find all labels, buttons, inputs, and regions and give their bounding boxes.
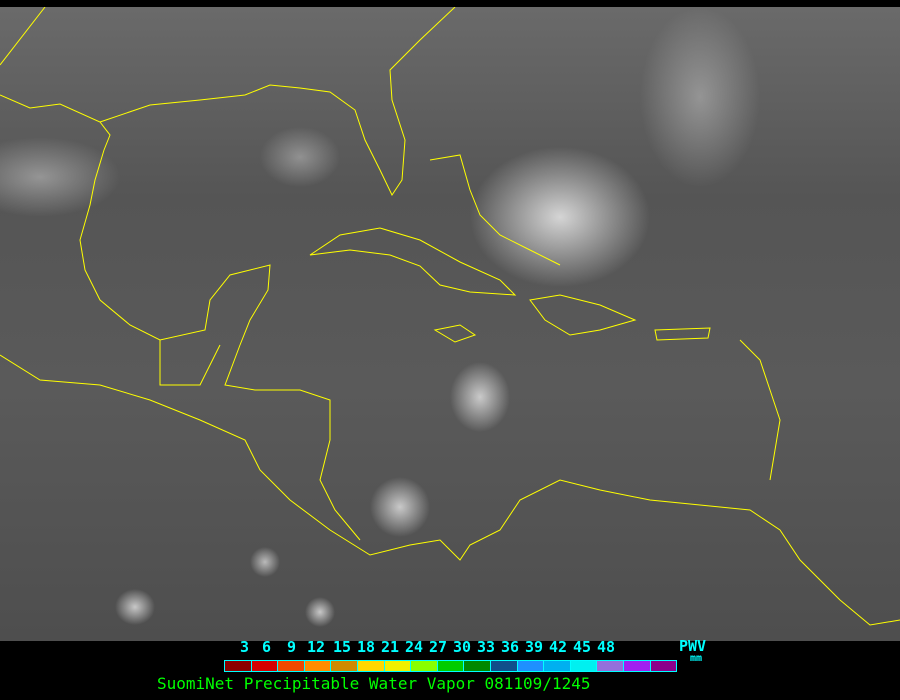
color-scale-swatch [331, 661, 358, 671]
legend-tick: 12 [307, 638, 326, 656]
legend-tick: 6 [262, 638, 272, 656]
legend-unit-label: PWV [679, 637, 707, 655]
cuba [309, 227, 517, 296]
color-scale-swatch [304, 661, 332, 671]
legend-tick: 24 [405, 638, 424, 656]
legend-tick: 30 [453, 638, 472, 656]
color-scale-swatch [517, 661, 545, 671]
us-gulf-coast [0, 94, 271, 346]
legend-tick: 9 [287, 638, 297, 656]
color-scale-swatch [251, 661, 279, 671]
color-scale-swatch [490, 661, 518, 671]
bahamas [429, 154, 561, 266]
central-america-caribbean-coast [224, 344, 361, 541]
legend-tick: 39 [525, 638, 544, 656]
north-gulf-coast [99, 7, 456, 197]
legend-unit: mm [690, 653, 703, 664]
legend-tick: 33 [477, 638, 496, 656]
color-scale-swatch [437, 661, 465, 671]
borders [159, 340, 221, 386]
color-scale-swatch [357, 661, 385, 671]
legend-tick: 18 [357, 638, 376, 656]
legend-tick: 45 [573, 638, 592, 656]
color-scale-swatch [544, 661, 571, 671]
figure-title: SuomiNet Precipitable Water Vapor 081109… [157, 674, 591, 693]
hispaniola [529, 294, 637, 336]
coastline-overlay [0, 7, 900, 626]
color-scale-swatch [597, 661, 624, 671]
color-scale-bar [224, 660, 677, 672]
color-scale-swatch [384, 661, 412, 671]
lesser-antilles [739, 339, 781, 481]
puerto-rico [654, 327, 711, 341]
legend-tick: 15 [333, 638, 352, 656]
legend-tick: 21 [381, 638, 400, 656]
legend-tick: 36 [501, 638, 520, 656]
legend-tick: 27 [429, 638, 448, 656]
legend-tick: 48 [597, 638, 616, 656]
color-scale-swatch [650, 661, 677, 671]
legend-tick: 42 [549, 638, 568, 656]
state-lines [0, 7, 46, 66]
color-scale-swatch [225, 661, 252, 671]
satellite-imagery [0, 7, 900, 641]
color-scale-swatch [570, 661, 598, 671]
color-scale-swatch [411, 661, 438, 671]
color-scale-swatch [623, 661, 651, 671]
central-america-pacific-coast [0, 354, 900, 626]
color-scale-swatch [278, 661, 305, 671]
jamaica [433, 324, 477, 343]
color-scale-swatch [464, 661, 491, 671]
legend-tick: 3 [240, 638, 250, 656]
